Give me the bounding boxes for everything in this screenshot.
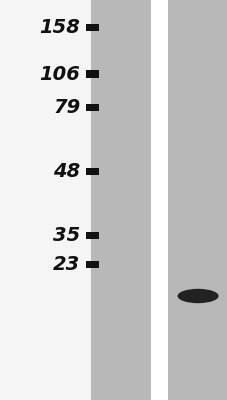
Text: 106: 106: [39, 64, 80, 84]
Text: 79: 79: [53, 98, 80, 117]
Bar: [168, 0, 227, 400]
Ellipse shape: [177, 289, 218, 303]
Bar: [86, 168, 98, 175]
Bar: [86, 232, 98, 239]
Bar: [86, 24, 98, 31]
Text: 158: 158: [39, 18, 80, 37]
Text: 48: 48: [53, 162, 80, 181]
Bar: [91, 0, 151, 400]
Bar: [86, 70, 98, 78]
Bar: [86, 261, 98, 268]
Bar: [0, 0, 91, 400]
Bar: [151, 0, 168, 400]
Text: 35: 35: [53, 226, 80, 245]
Bar: [86, 104, 98, 111]
Text: 23: 23: [53, 255, 80, 274]
